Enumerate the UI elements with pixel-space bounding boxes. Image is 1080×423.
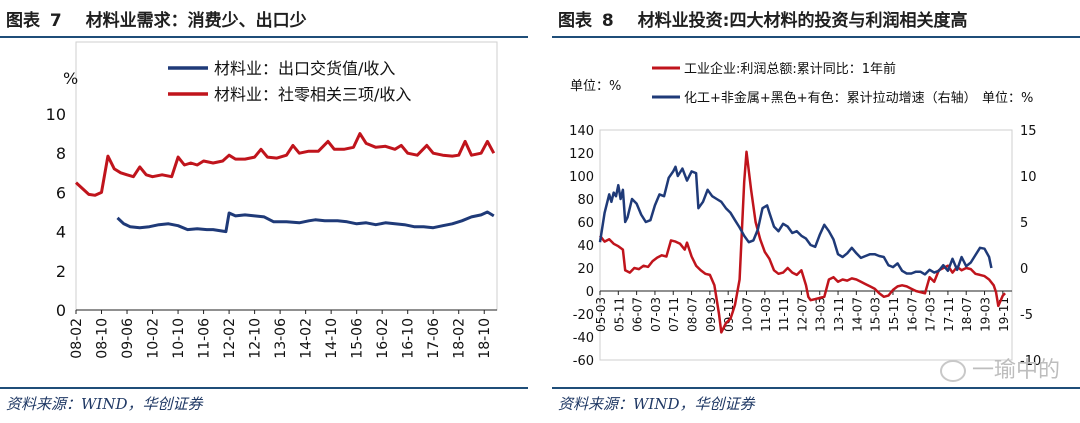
x-tick-label: 08-10	[95, 318, 111, 359]
x-tick-label: 05-11	[612, 297, 626, 332]
y-right-tick-label: 10	[1020, 170, 1037, 185]
left-title-text: 材料业需求：消费少、出口少	[85, 11, 307, 31]
y-left-tick-label: 0	[586, 285, 594, 300]
x-tick-label: 19-03	[979, 297, 993, 332]
x-tick-label: 11-06	[197, 318, 213, 359]
y-tick-label: 0	[56, 301, 66, 320]
x-tick-label: 07-03	[649, 297, 663, 332]
x-tick-label: 17-03	[924, 297, 938, 332]
left-title-rule	[0, 36, 528, 38]
y-right-tick-label: 5	[1020, 216, 1028, 231]
y-left-tick-label: 120	[569, 147, 594, 162]
right-title-number: 8	[601, 11, 614, 31]
x-tick-label: 10-02	[146, 318, 162, 359]
right-title-text: 材料业投资:四大材料的投资与利润相关度高	[637, 11, 968, 31]
plot-frame	[75, 41, 498, 311]
series-line	[116, 210, 495, 234]
series-line	[598, 165, 993, 276]
x-tick-label: 15-06	[350, 318, 366, 359]
x-tick-label: 11-11	[777, 297, 791, 332]
left-title-number: 7	[49, 11, 62, 31]
y-left-tick-label: -60	[573, 354, 594, 369]
right-dual-axis-line-chart: -60 -40 -20 0 20 40 60 80 100 120 140 -10 -5 0 5 10 15 05…	[569, 61, 1041, 369]
watermark-text: 一瑜中的	[971, 358, 1060, 383]
x-tick-label: 07-11	[667, 297, 681, 332]
y-left-tick-label: 80	[577, 193, 594, 208]
left-title-prefix: 图表	[6, 11, 40, 31]
legend-label: 化工+非金属+黑色+有色：累计拉动增速（右轴）	[684, 90, 977, 106]
x-tick-label: 18-02	[452, 318, 468, 359]
legend-label: 材料业：出口交货值/收入	[214, 59, 395, 78]
y-tick-label: 4	[56, 223, 66, 242]
x-tick-label: 15-11	[887, 297, 901, 332]
left-source-rule	[0, 387, 528, 389]
y-right-tick-label: -10	[1020, 354, 1041, 369]
x-tick-label: 17-06	[426, 318, 442, 359]
plot-frame	[599, 129, 1013, 361]
y-right-tick-label: 0	[1020, 262, 1028, 277]
x-tick-label: 19-11	[997, 297, 1011, 332]
wechat-icon	[939, 360, 966, 382]
y-tick-label: 8	[56, 144, 66, 163]
y-right-tick-label: -5	[1020, 308, 1033, 323]
y-tick-label: 6	[56, 183, 66, 202]
x-tick-label: 08-02	[69, 318, 85, 359]
x-tick-label: 16-10	[401, 318, 417, 359]
left-chart-panel: 图表 7 材料业需求：消费少、出口少 0 2 4 6 8 10% 08-02 08-10 09-…	[0, 0, 528, 423]
y-left-tick-label: 100	[569, 170, 594, 185]
x-tick-label: 09-03	[704, 297, 718, 332]
x-tick-label: 13-06	[273, 318, 289, 359]
x-tick-label: 15-03	[869, 297, 883, 332]
y-left-tick-label: -40	[573, 331, 594, 346]
y-left-tick-label: 60	[577, 216, 594, 231]
x-tick-label: 14-02	[299, 318, 315, 359]
x-tick-label: 08-07	[686, 297, 700, 332]
y-tick-label: 2	[56, 262, 66, 281]
series-line	[74, 132, 496, 197]
right-chart-title: 图表 8 材料业投资:四大材料的投资与利润相关度高	[558, 6, 968, 31]
x-tick-label: 18-07	[960, 297, 974, 332]
x-tick-label: 05-03	[594, 297, 608, 332]
x-tick-label: 09-06	[120, 318, 136, 359]
x-tick-label: 18-10	[477, 318, 493, 359]
x-tick-label: 10-10	[171, 318, 187, 359]
x-tick-label: 14-07	[850, 297, 864, 332]
y-left-tick-label: 40	[577, 239, 594, 254]
x-tick-label: 12-02	[222, 318, 238, 359]
x-tick-label: 16-02	[375, 318, 391, 359]
left-source: 资料来源：WIND，华创证券	[6, 395, 203, 413]
right-chart-panel: 图表 8 材料业投资:四大材料的投资与利润相关度高 -60 -40 -20 0 20 40…	[552, 0, 1080, 423]
legend-label: 工业企业:利润总额:累计同比：1年前	[684, 61, 896, 77]
y-right-tick-label: 15	[1020, 124, 1037, 139]
right-source: 资料来源：WIND，华创证券	[558, 395, 755, 413]
left-chart-title: 图表 7 材料业需求：消费少、出口少	[6, 6, 307, 31]
x-tick-label: 10-07	[740, 297, 754, 332]
left-axis-unit: 单位：%	[570, 79, 621, 94]
x-tick-label: 12-07	[795, 297, 809, 332]
legend-label: 材料业：社零相关三项/收入	[214, 85, 411, 104]
x-tick-label: 17-11	[942, 297, 956, 332]
x-tick-label: 14-10	[324, 318, 340, 359]
y-axis-unit: %	[63, 69, 78, 88]
watermark: 一瑜中的	[939, 352, 1060, 384]
x-tick-label: 11-03	[759, 297, 773, 332]
right-title-rule	[552, 36, 1080, 38]
x-tick-label: 16-07	[905, 297, 919, 332]
y-left-tick-label: -20	[573, 308, 594, 323]
x-tick-label: 06-07	[631, 297, 645, 332]
x-tick-label: 13-03	[814, 297, 828, 332]
right-title-prefix: 图表	[558, 11, 592, 31]
y-left-tick-label: 20	[577, 262, 594, 277]
right-axis-unit: 单位：%	[982, 91, 1033, 106]
y-tick-label: 10	[46, 105, 66, 124]
x-tick-label: 12-10	[248, 318, 264, 359]
x-tick-label: 13-11	[832, 297, 846, 332]
right-source-rule	[552, 387, 1080, 389]
y-left-tick-label: 140	[569, 124, 594, 139]
left-line-chart: 0 2 4 6 8 10% 08-02 08-10 09-06 10-02 10-10 11-06 12…	[46, 41, 498, 359]
